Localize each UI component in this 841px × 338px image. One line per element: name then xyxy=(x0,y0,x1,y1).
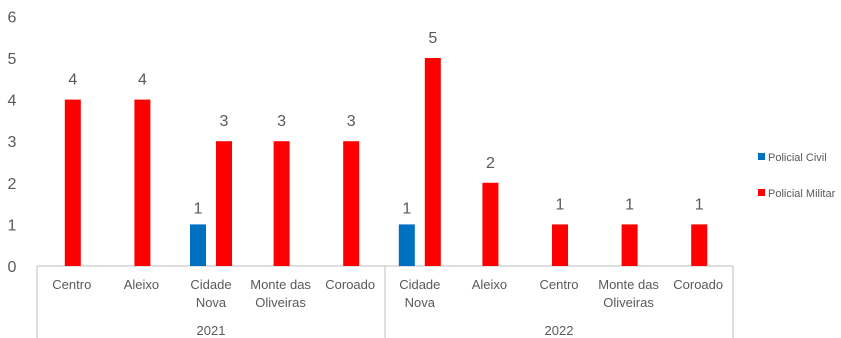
category-label: Nova xyxy=(405,295,436,310)
y-tick-label: 1 xyxy=(8,217,17,234)
bar-policial-militar xyxy=(134,99,151,266)
data-label: 4 xyxy=(68,72,77,89)
data-label: 3 xyxy=(220,113,229,130)
category-label: Nova xyxy=(196,295,227,310)
data-label: 1 xyxy=(556,196,565,213)
category-label: Centro xyxy=(539,277,578,292)
category-label: Oliveiras xyxy=(255,295,306,310)
category-label: Aleixo xyxy=(472,277,507,292)
bar-policial-militar xyxy=(482,182,499,266)
category-label: Coroado xyxy=(673,277,723,292)
bar-policial-militar xyxy=(552,224,568,266)
category-label: Monte das xyxy=(250,277,311,292)
category-label: Cidade xyxy=(399,277,440,292)
data-label: 3 xyxy=(347,113,356,130)
bar-policial-militar xyxy=(621,224,638,266)
data-label: 1 xyxy=(625,196,634,213)
bar-policial-militar xyxy=(343,141,360,266)
legend-swatch xyxy=(758,189,765,196)
category-label: Coroado xyxy=(325,277,375,292)
bar-policial-militar xyxy=(691,224,708,266)
bar-policial-militar xyxy=(424,58,441,266)
category-label: Centro xyxy=(52,277,91,292)
data-label: 4 xyxy=(138,72,147,89)
bar-policial-militar xyxy=(273,141,290,266)
bar-policial-militar xyxy=(64,99,81,266)
group-label: 2021 xyxy=(197,323,226,338)
category-label: Oliveiras xyxy=(603,295,654,310)
category-label: Aleixo xyxy=(124,277,159,292)
data-label: 3 xyxy=(277,113,286,130)
data-label: 1 xyxy=(194,200,203,217)
y-tick-label: 3 xyxy=(8,134,17,151)
y-tick-label: 0 xyxy=(8,259,17,276)
legend-label: Policial Civil xyxy=(768,152,827,164)
y-tick-label: 2 xyxy=(8,176,17,193)
category-label: Monte das xyxy=(598,277,659,292)
legend-swatch xyxy=(758,153,765,160)
bar-policial-civil xyxy=(398,224,415,266)
y-tick-label: 5 xyxy=(8,51,17,68)
y-tick-label: 4 xyxy=(8,93,17,110)
data-label: 5 xyxy=(428,30,437,47)
y-tick-label: 6 xyxy=(8,9,17,26)
category-label: Cidade xyxy=(190,277,231,292)
data-label: 2 xyxy=(486,155,495,172)
legend-label: Policial Militar xyxy=(768,188,836,200)
data-label: 1 xyxy=(402,200,411,217)
bar-policial-militar xyxy=(216,141,232,266)
bar-policial-civil xyxy=(190,224,206,266)
data-label: 1 xyxy=(695,196,704,213)
group-label: 2022 xyxy=(545,323,574,338)
